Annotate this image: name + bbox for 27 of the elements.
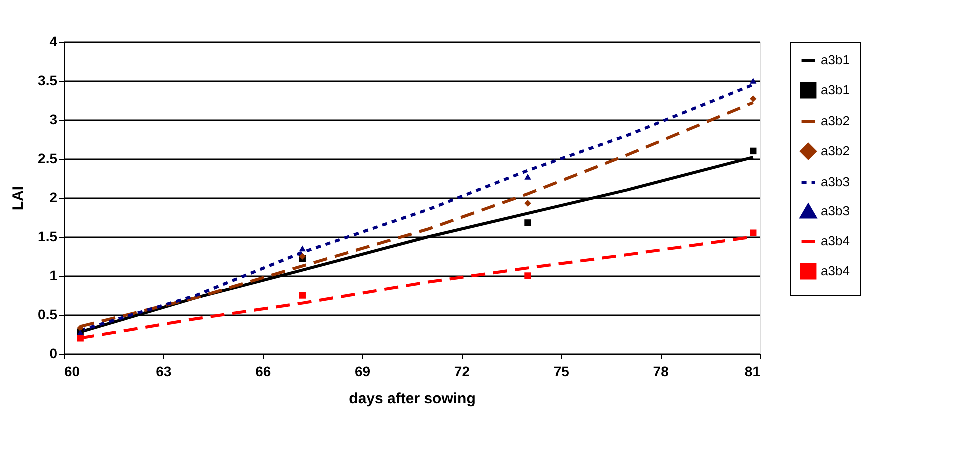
- legend-label: a3b1: [821, 82, 850, 98]
- x-tick-label: 81: [744, 364, 761, 380]
- y-tick-label: 3.5: [38, 72, 58, 88]
- legend-label: a3b2: [821, 114, 850, 128]
- y-tick-label: 2.5: [38, 150, 58, 166]
- y-tick-label: 4: [50, 34, 58, 50]
- legend-label: a3b3: [821, 204, 850, 218]
- y-tick-label: 1.5: [38, 228, 58, 244]
- y-tick-label: 3: [50, 112, 58, 128]
- y-tick-label: 0: [50, 346, 58, 362]
- x-tick-label: 60: [64, 364, 80, 380]
- legend-label: a3b4: [821, 234, 850, 248]
- y-tick-label: 1: [50, 268, 58, 284]
- x-tick-label: 75: [554, 364, 570, 380]
- x-tick-label: 72: [454, 364, 470, 380]
- legend-label: a3b2: [821, 144, 850, 158]
- legend-label: a3b3: [821, 174, 850, 190]
- y-tick-label: 0.5: [38, 306, 58, 322]
- x-tick-label: 78: [653, 364, 670, 380]
- x-axis-title: days after sowing: [349, 390, 476, 408]
- x-tick-label: 66: [256, 364, 272, 380]
- x-tick-label: 63: [156, 364, 172, 380]
- x-tick-label: 69: [354, 364, 371, 380]
- y-axis-title: LAI: [10, 186, 28, 211]
- legend-label: a3b1: [821, 52, 850, 68]
- y-tick-label: 2: [50, 190, 58, 206]
- legend-label: a3b4: [821, 264, 850, 278]
